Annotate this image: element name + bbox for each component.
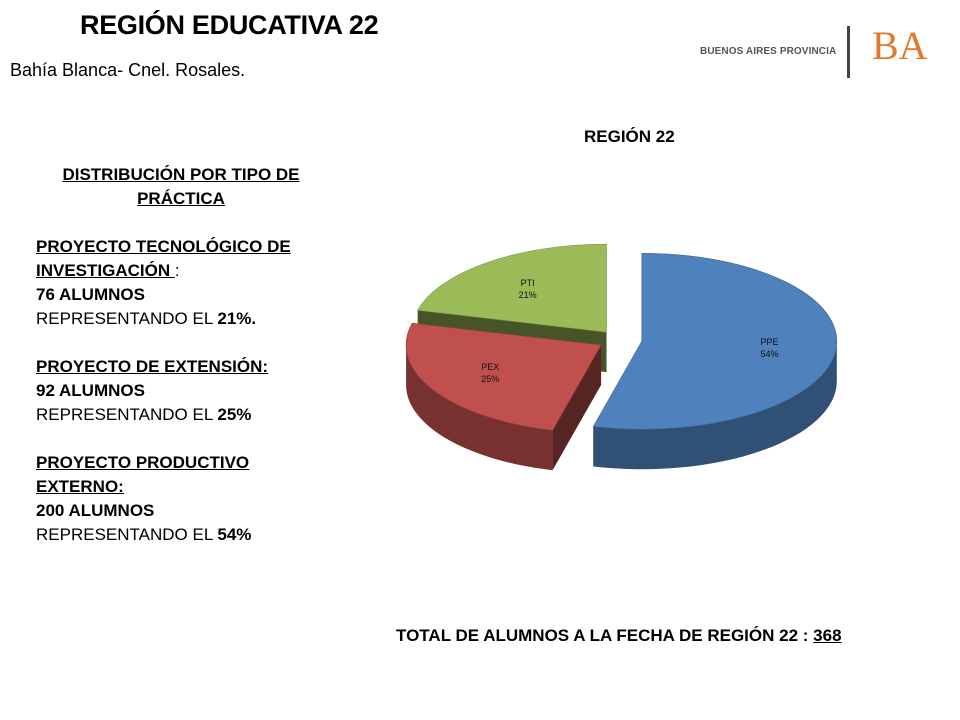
summary-item-suffix: : bbox=[174, 261, 180, 280]
summary-item-name: PROYECTO PRODUCTIVO EXTERNO: bbox=[36, 453, 250, 496]
pie-slice-rim bbox=[406, 345, 553, 471]
summary-item-ppe: PROYECTO PRODUCTIVO EXTERNO: 200 ALUMNOS… bbox=[36, 451, 336, 547]
slice-percent-label: 54% bbox=[761, 349, 779, 359]
summary-item-count: 200 ALUMNOS bbox=[36, 501, 155, 520]
slice-category-label: PPE bbox=[761, 337, 779, 347]
summary-item-rep: REPRESENTANDO EL bbox=[36, 525, 218, 544]
chart-title: REGIÓN 22 bbox=[584, 127, 675, 146]
slice-category-label: PEX bbox=[481, 362, 499, 372]
total-value: 368 bbox=[813, 626, 842, 645]
province-logo: BUENOS AIRES PROVINCIA BA bbox=[700, 22, 940, 80]
logo-divider bbox=[847, 26, 850, 78]
summary-item-pti: PROYECTO TECNOLÓGICO DE INVESTIGACIÓN : … bbox=[36, 235, 336, 331]
page-title: REGIÓN EDUCATIVA 22 bbox=[80, 10, 379, 40]
summary-item-rep: REPRESENTANDO EL bbox=[36, 309, 218, 328]
pie-slice-top bbox=[417, 243, 607, 333]
summary-item-name: PROYECTO TECNOLÓGICO DE INVESTIGACIÓN bbox=[36, 237, 291, 280]
summary-item-rep: REPRESENTANDO EL bbox=[36, 405, 218, 424]
summary-item-count: 92 ALUMNOS bbox=[36, 381, 145, 400]
slice-category-label: PTI bbox=[521, 278, 535, 288]
slice-percent-label: 25% bbox=[481, 374, 499, 384]
pie-slice-rim bbox=[593, 341, 837, 470]
summary-item-name: PROYECTO DE EXTENSIÓN: bbox=[36, 357, 269, 376]
pie-slice-ppe: PPE 54% bbox=[592, 252, 838, 470]
pie-chart: PTI 21% PPE 54% PEX 25% bbox=[405, 243, 838, 471]
logo-province-text: BUENOS AIRES PROVINCIA bbox=[700, 46, 837, 57]
pie-slices: PTI 21% PPE 54% PEX 25% bbox=[405, 243, 838, 471]
summary-item-percent: 54% bbox=[217, 525, 252, 544]
total-label: TOTAL DE ALUMNOS A LA FECHA DE REGIÓN 22… bbox=[396, 626, 814, 645]
logo-mark: BA bbox=[872, 23, 928, 68]
summary-heading: DISTRIBUCIÓN POR TIPO DE PRÁCTICA bbox=[62, 165, 300, 208]
summary-item-percent: 21%. bbox=[217, 309, 257, 328]
summary-item-count: 76 ALUMNOS bbox=[36, 285, 145, 304]
pie-slice-top bbox=[405, 322, 602, 431]
summary-item-percent: 25% bbox=[217, 405, 252, 424]
total-students: TOTAL DE ALUMNOS A LA FECHA DE REGIÓN 22… bbox=[396, 626, 842, 646]
summary-panel: DISTRIBUCIÓN POR TIPO DE PRÁCTICA PROYEC… bbox=[36, 163, 336, 547]
pie-slice-pex: PEX 25% bbox=[405, 322, 602, 471]
page-subtitle: Bahía Blanca- Cnel. Rosales. bbox=[10, 60, 246, 80]
summary-item-pex: PROYECTO DE EXTENSIÓN: 92 ALUMNOS REPRES… bbox=[36, 355, 336, 427]
pie-slice-top bbox=[592, 252, 838, 430]
slice-percent-label: 21% bbox=[519, 290, 537, 300]
